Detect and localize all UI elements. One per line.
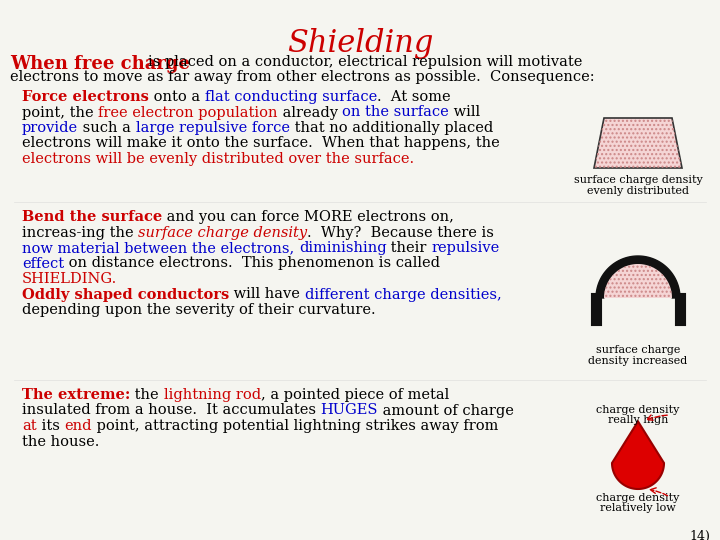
Text: such a: such a — [78, 121, 135, 135]
Text: surface charge density: surface charge density — [138, 226, 307, 240]
Text: , a pointed piece of metal: , a pointed piece of metal — [261, 388, 449, 402]
Text: its: its — [37, 419, 64, 433]
Text: electrons will be evenly distributed over the surface.: electrons will be evenly distributed ove… — [22, 152, 414, 166]
Text: SHIELDING.: SHIELDING. — [22, 272, 117, 286]
Text: diminishing: diminishing — [299, 241, 387, 255]
Text: effect: effect — [22, 256, 64, 271]
Text: on distance electrons.  This phenomenon is called: on distance electrons. This phenomenon i… — [64, 256, 440, 271]
Text: electrons will make it onto the surface.  When that happens, the: electrons will make it onto the surface.… — [22, 137, 500, 151]
Text: will: will — [449, 105, 480, 119]
Polygon shape — [594, 118, 682, 168]
Text: depending upon the severity of their curvature.: depending upon the severity of their cur… — [22, 303, 376, 317]
Text: charge density: charge density — [596, 493, 680, 503]
Text: already: already — [278, 105, 343, 119]
Text: large repulsive force: large repulsive force — [135, 121, 289, 135]
Text: that no additionally placed: that no additionally placed — [289, 121, 493, 135]
Text: the: the — [130, 388, 163, 402]
Polygon shape — [596, 256, 680, 298]
Text: different charge densities,: different charge densities, — [305, 287, 502, 301]
Text: Bend the surface: Bend the surface — [22, 210, 162, 224]
Text: insulated from a house.  It accumulates: insulated from a house. It accumulates — [22, 403, 320, 417]
Text: their: their — [387, 241, 431, 255]
Text: surface charge density: surface charge density — [574, 175, 703, 185]
Text: relatively low: relatively low — [600, 503, 676, 513]
Polygon shape — [604, 264, 672, 298]
Text: now material between the electrons,: now material between the electrons, — [22, 241, 294, 255]
Text: The extreme:: The extreme: — [22, 388, 130, 402]
Text: point, attracting potential lightning strikes away from: point, attracting potential lightning st… — [91, 419, 498, 433]
Text: charge density: charge density — [596, 405, 680, 415]
Text: 14): 14) — [689, 530, 710, 540]
Text: density increased: density increased — [588, 356, 688, 366]
Text: When free charge: When free charge — [10, 55, 190, 73]
Text: evenly distributed: evenly distributed — [587, 186, 689, 196]
Text: Oddly shaped conductors: Oddly shaped conductors — [22, 287, 229, 301]
Text: and you can force MORE electrons on,: and you can force MORE electrons on, — [162, 210, 454, 224]
Text: provide: provide — [22, 121, 78, 135]
Text: .  Why?  Because there is: . Why? Because there is — [307, 226, 494, 240]
Text: at: at — [22, 419, 37, 433]
Text: flat conducting surface: flat conducting surface — [204, 90, 377, 104]
Text: amount of charge: amount of charge — [378, 403, 514, 417]
Text: increas-ing the: increas-ing the — [22, 226, 138, 240]
Text: will have: will have — [229, 287, 305, 301]
Text: is placed on a conductor, electrical repulsion will motivate: is placed on a conductor, electrical rep… — [148, 55, 582, 69]
Text: really high: really high — [608, 415, 668, 425]
Text: end: end — [64, 419, 91, 433]
Text: .  At some: . At some — [377, 90, 451, 104]
Text: surface charge: surface charge — [596, 345, 680, 355]
Text: the house.: the house. — [22, 435, 99, 449]
Text: on the surface: on the surface — [343, 105, 449, 119]
Text: HUGES: HUGES — [320, 403, 378, 417]
Text: free electron population: free electron population — [98, 105, 278, 119]
Polygon shape — [612, 421, 664, 489]
Text: onto a: onto a — [149, 90, 204, 104]
Text: repulsive: repulsive — [431, 241, 500, 255]
Text: Shielding: Shielding — [287, 28, 433, 59]
Text: point, the: point, the — [22, 105, 98, 119]
Text: electrons to move as far away from other electrons as possible.  Consequence:: electrons to move as far away from other… — [10, 70, 595, 84]
Text: Force electrons: Force electrons — [22, 90, 149, 104]
Text: lightning rod: lightning rod — [163, 388, 261, 402]
